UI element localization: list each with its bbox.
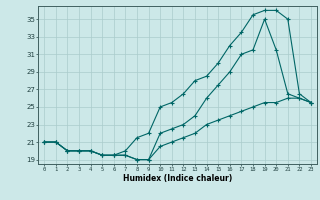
X-axis label: Humidex (Indice chaleur): Humidex (Indice chaleur) bbox=[123, 174, 232, 183]
